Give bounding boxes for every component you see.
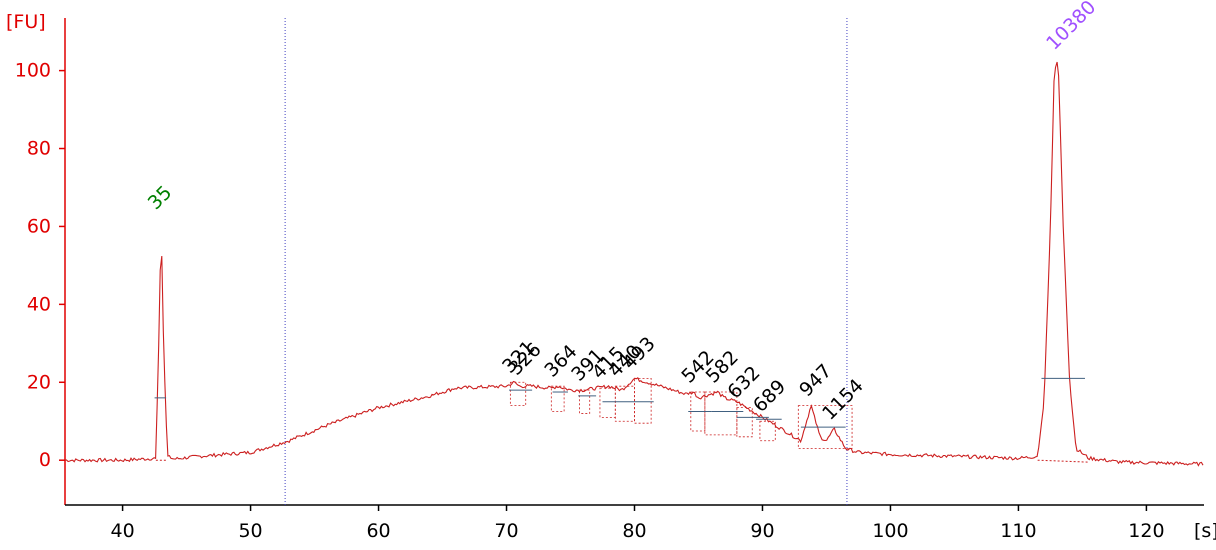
y-tick-label: 20 xyxy=(27,371,51,393)
integration-box xyxy=(634,377,652,424)
x-axis-label: [s] xyxy=(1194,520,1216,542)
signal-trace xyxy=(64,61,1204,467)
integration-box xyxy=(599,387,616,418)
x-tick-label: 110 xyxy=(1000,520,1036,542)
integration-baseline xyxy=(1037,459,1089,463)
x-tick-label: 80 xyxy=(622,520,646,542)
peak-label: 35 xyxy=(144,182,177,215)
y-tick-label: 0 xyxy=(39,449,51,471)
peak-label: 947 xyxy=(795,360,836,401)
integration-box xyxy=(614,385,635,422)
integration-box xyxy=(736,407,753,438)
x-tick-label: 100 xyxy=(872,520,908,542)
y-tick-label: 60 xyxy=(27,215,51,237)
x-tick-label: 70 xyxy=(494,520,518,542)
x-tick-label: 90 xyxy=(750,520,774,542)
x-tick-label: 120 xyxy=(1128,520,1164,542)
peak-label: 10380 xyxy=(1042,0,1100,54)
y-tick-label: 100 xyxy=(15,60,51,82)
integration-box xyxy=(579,389,591,414)
integration-box xyxy=(550,385,565,412)
x-tick-label: 60 xyxy=(366,520,390,542)
y-axis-label: [FU] xyxy=(6,11,46,33)
y-tick-label: 40 xyxy=(27,293,51,315)
integration-box xyxy=(759,420,776,442)
integration-box xyxy=(704,391,738,436)
x-tick-label: 40 xyxy=(110,520,134,542)
y-tick-label: 80 xyxy=(27,138,51,160)
x-tick-label: 50 xyxy=(238,520,262,542)
integration-box xyxy=(509,381,527,407)
